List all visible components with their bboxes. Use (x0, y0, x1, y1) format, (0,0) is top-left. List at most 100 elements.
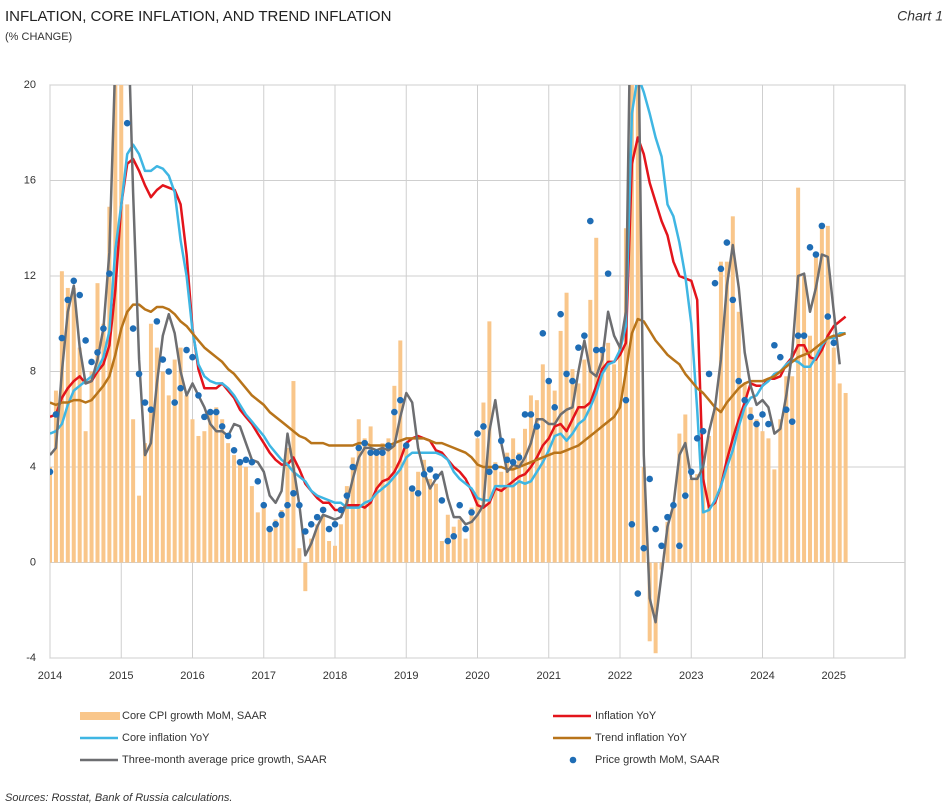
x-tick-label: 2015 (109, 670, 133, 682)
dot (800, 332, 808, 339)
bar (309, 538, 314, 563)
bar (196, 435, 201, 563)
dot (254, 478, 262, 485)
bar (214, 407, 219, 563)
bar (451, 526, 456, 563)
bar (713, 407, 717, 563)
bar (742, 383, 747, 563)
bar (724, 261, 729, 563)
bar (784, 376, 789, 563)
bar (71, 287, 76, 563)
dot (64, 296, 72, 304)
dot (177, 384, 184, 392)
dot (76, 291, 83, 299)
x-tick-label: 2014 (38, 670, 62, 682)
dot (331, 521, 339, 528)
bar (428, 478, 432, 563)
dot (741, 396, 748, 404)
bar (802, 276, 807, 563)
dot (325, 525, 333, 533)
dot (242, 456, 250, 464)
dot (450, 532, 458, 540)
bar (261, 502, 266, 563)
bar (119, 85, 124, 563)
bar (101, 323, 106, 563)
x-tick-label: 2022 (608, 670, 632, 682)
bar (689, 478, 694, 563)
chart-title: INFLATION, CORE INFLATION, AND TREND INF… (5, 8, 391, 25)
dot (480, 423, 487, 430)
dot (296, 501, 303, 509)
dot (183, 346, 190, 354)
bar (629, 85, 634, 563)
bar (618, 347, 622, 563)
bar (77, 347, 82, 563)
dot (444, 537, 452, 545)
dot (729, 296, 737, 304)
lines (50, 85, 847, 624)
bar (416, 471, 421, 563)
bar (493, 462, 498, 563)
dot (260, 501, 268, 509)
bar (190, 419, 195, 563)
dot (123, 119, 131, 127)
bar (166, 395, 171, 563)
legend-label: Inflation YoY (595, 710, 657, 722)
dot (218, 423, 226, 430)
dot (106, 270, 113, 277)
dot (284, 501, 291, 509)
y-tick-label: 16 (24, 174, 36, 186)
dot (230, 446, 238, 454)
dot (94, 349, 101, 356)
dot (652, 525, 659, 533)
bar (267, 526, 272, 563)
bar (303, 562, 308, 592)
x-tick-label: 2020 (465, 670, 489, 682)
line (50, 303, 847, 471)
bar (131, 419, 136, 563)
legend-swatch (569, 756, 577, 764)
bar (653, 562, 658, 654)
line (50, 85, 841, 624)
bar (422, 459, 427, 563)
bar (315, 524, 320, 563)
dot (753, 420, 760, 428)
dot (165, 368, 173, 375)
dot (58, 334, 66, 342)
bar (523, 428, 527, 563)
y-tick-label: 8 (30, 365, 36, 377)
dot (349, 463, 357, 471)
bar (594, 237, 599, 563)
bar (748, 407, 753, 563)
dot (373, 449, 380, 456)
dot (486, 468, 493, 476)
dot (195, 392, 202, 399)
dot (402, 442, 410, 449)
x-tick-label: 2017 (252, 670, 276, 682)
dot (224, 432, 232, 440)
y-tick-label: 0 (30, 556, 36, 568)
dot (379, 449, 386, 456)
dot (569, 377, 576, 385)
y-tick-label: 12 (24, 270, 36, 282)
bar (736, 311, 741, 563)
bar (380, 443, 385, 563)
legend: Core CPI growth MoM, SAAR Inflation YoY Co… (80, 710, 720, 766)
dot (313, 513, 321, 521)
labels: -4 0 4 8 12 16 20 2014 2015 2016 2017 2018 2019 2020 2… (24, 79, 846, 682)
dot (646, 475, 653, 483)
dot (236, 458, 244, 466)
bar (338, 524, 343, 563)
y-tick-label: -4 (26, 652, 36, 664)
dot (307, 521, 315, 528)
dot (687, 468, 695, 476)
bar (386, 438, 391, 563)
dot (563, 370, 570, 378)
dot (367, 449, 374, 456)
dot (581, 332, 588, 339)
bar (59, 271, 64, 563)
dot (806, 244, 814, 251)
dot (70, 277, 78, 285)
bar (398, 340, 403, 563)
